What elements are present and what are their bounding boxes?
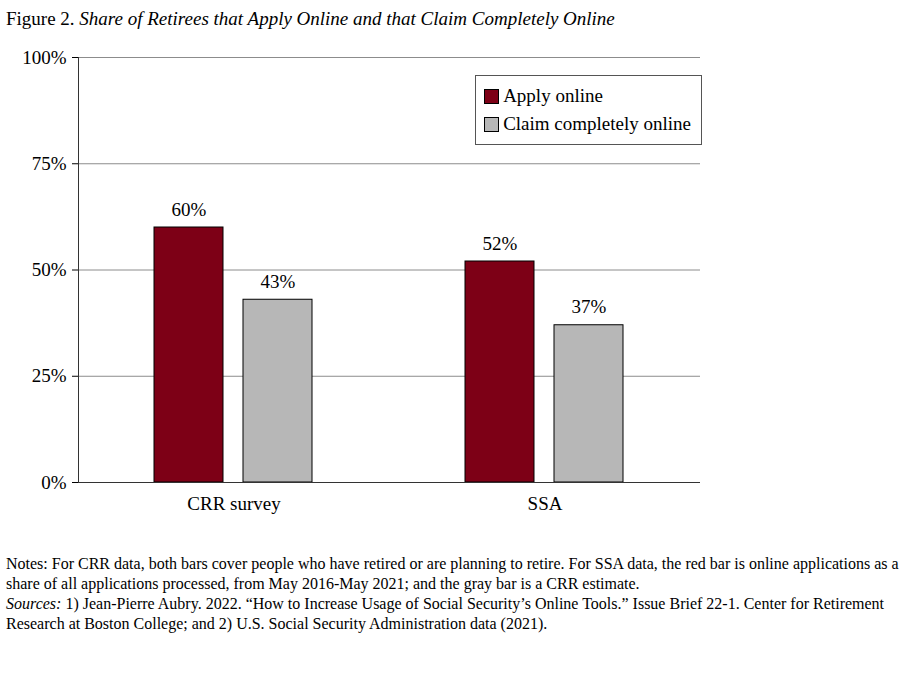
html-text:Apply online: Apply online [503, 85, 603, 106]
svg-text:SSA: SSA [528, 493, 563, 514]
svg-text:100%: 100% [22, 47, 67, 68]
html-text:Figure 2. Share of Retirees th: Figure 2. Share of Retirees that Apply O… [6, 8, 615, 29]
svg-text:25%: 25% [32, 365, 67, 386]
svg-text:52%: 52% [483, 233, 518, 254]
svg-text:75%: 75% [32, 153, 67, 174]
html-text:Claim completely online: Claim completely online [503, 113, 691, 134]
svg-text:0%: 0% [41, 472, 67, 493]
svg-text:CRR survey: CRR survey [187, 493, 281, 514]
svg-text:43%: 43% [261, 271, 296, 292]
svg-text:37%: 37% [572, 296, 607, 317]
svg-text:60%: 60% [172, 199, 207, 220]
html-text:Notes: For CRR data, both bars: Notes: For CRR data, both bars cover peo… [6, 555, 899, 592]
svg-text:50%: 50% [32, 259, 67, 280]
html-text:Sources: 1) Jean-Pierre Aubry.: Sources: 1) Jean-Pierre Aubry. 2022. “Ho… [6, 595, 884, 632]
